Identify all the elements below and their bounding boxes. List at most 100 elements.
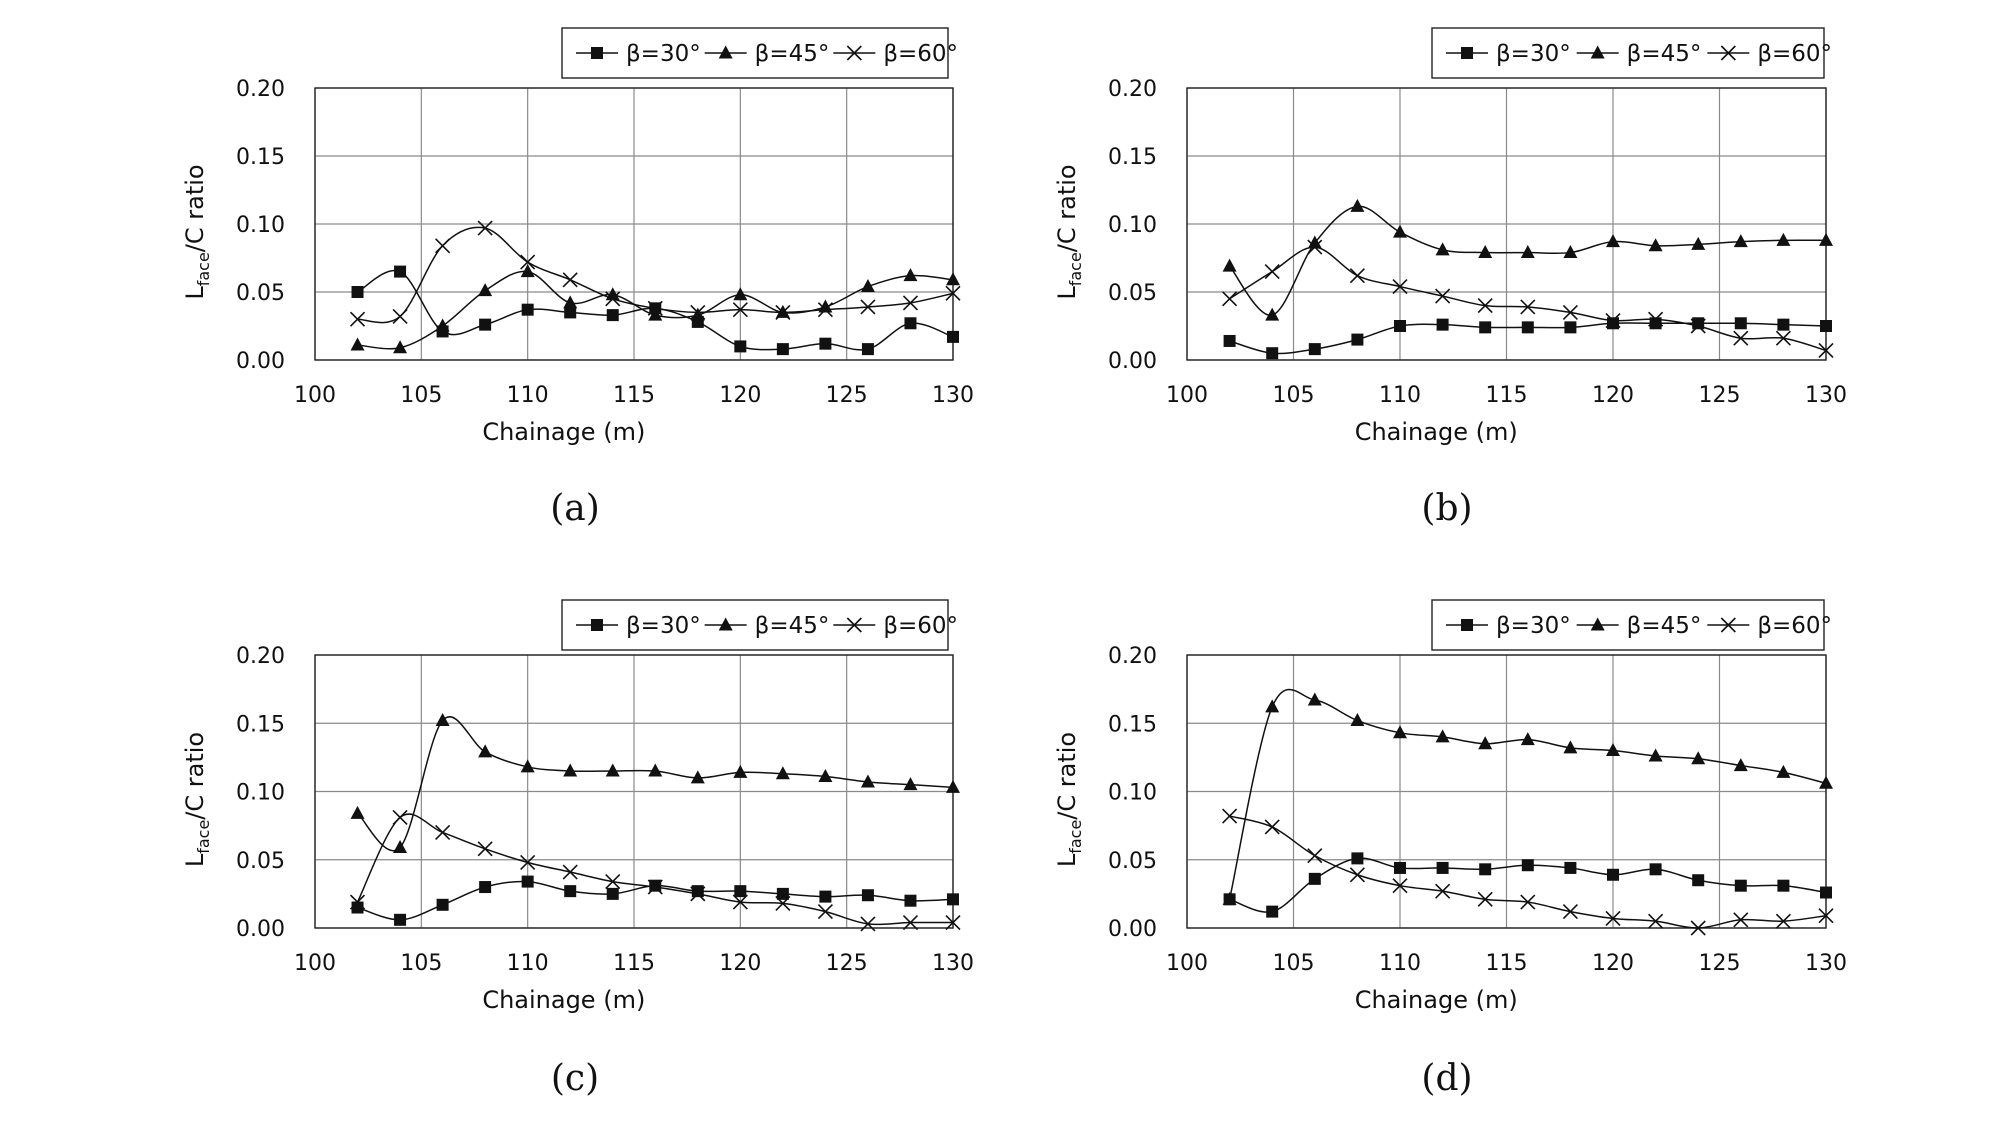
x-tick-label: 120 bbox=[1592, 383, 1634, 408]
legend-marker-square bbox=[591, 619, 603, 631]
data-point-square bbox=[1820, 886, 1832, 899]
legend-marker-square bbox=[1461, 47, 1473, 59]
legend-label: β=45° bbox=[1627, 41, 1702, 67]
data-point-triangle bbox=[1393, 725, 1407, 739]
chart-panel: 0.00 0.05 0.10 0.15 0.20 100 105 110 115 120 125 13… bbox=[1053, 599, 1847, 1099]
y-axis-label-subscript: face bbox=[1066, 252, 1085, 286]
data-point-triangle bbox=[775, 766, 790, 780]
data-point-cross bbox=[349, 311, 366, 327]
x-tick-label: 125 bbox=[826, 383, 868, 408]
legend-box bbox=[561, 599, 949, 651]
x-axis-label: Chainage (m) bbox=[1355, 418, 1518, 446]
data-point-cross bbox=[690, 304, 706, 320]
data-point-square bbox=[606, 887, 619, 900]
data-point-triangle bbox=[1478, 245, 1493, 259]
data-point-cross bbox=[520, 254, 536, 270]
data-point-triangle bbox=[1691, 236, 1706, 250]
data-point-cross bbox=[1264, 264, 1280, 280]
data-point-square bbox=[394, 913, 407, 926]
y-tick-label: 0.00 bbox=[236, 349, 285, 374]
data-point-triangle bbox=[1222, 258, 1237, 272]
data-point-triangle bbox=[1776, 764, 1791, 778]
legend: β=30° β=45° β=60° bbox=[561, 599, 958, 651]
data-point-square bbox=[1394, 861, 1406, 874]
data-point-square bbox=[564, 885, 577, 898]
data-point-triangle bbox=[818, 768, 833, 782]
x-tick-label: 100 bbox=[294, 951, 336, 976]
data-point-triangle bbox=[1307, 692, 1322, 706]
y-axis-label-rest: /C ratio bbox=[1053, 732, 1081, 820]
data-point-triangle bbox=[1819, 232, 1833, 246]
y-tick-label: 0.00 bbox=[236, 917, 285, 942]
data-point-cross bbox=[1435, 288, 1451, 304]
y-tick-label: 0.05 bbox=[236, 849, 285, 874]
plot-area-frame bbox=[1186, 654, 1827, 929]
x-tick-label: 120 bbox=[1592, 951, 1634, 976]
x-tick-label: 120 bbox=[719, 951, 761, 976]
data-point-cross bbox=[562, 272, 578, 288]
y-tick-label: 0.20 bbox=[1108, 644, 1157, 669]
legend-marker-square bbox=[591, 47, 603, 59]
y-tick-label: 0.20 bbox=[236, 77, 285, 102]
data-point-triangle bbox=[1563, 245, 1578, 259]
data-point-cross bbox=[1307, 239, 1323, 255]
data-point-triangle bbox=[1435, 242, 1450, 256]
data-point-triangle bbox=[1435, 729, 1450, 743]
data-point-cross bbox=[647, 300, 663, 316]
legend-box bbox=[1431, 599, 1825, 651]
y-axis-label: Lface/C ratio bbox=[1053, 164, 1085, 299]
data-point-cross bbox=[1818, 908, 1834, 924]
data-point-triangle bbox=[1648, 238, 1663, 252]
data-point-cross bbox=[1562, 304, 1578, 320]
data-point-square bbox=[819, 337, 832, 350]
data-point-triangle bbox=[690, 770, 705, 784]
x-tick-label: 115 bbox=[613, 951, 655, 976]
legend-box bbox=[561, 27, 949, 79]
data-point-triangle bbox=[1393, 224, 1407, 238]
y-tick-label: 0.20 bbox=[236, 644, 285, 669]
y-axis-label-rest: /C ratio bbox=[181, 732, 209, 820]
data-point-square bbox=[1777, 318, 1790, 331]
data-point-square bbox=[1521, 859, 1534, 872]
legend-box bbox=[1431, 27, 1825, 79]
data-point-square bbox=[1607, 868, 1619, 881]
y-tick-label: 0.00 bbox=[1108, 349, 1157, 374]
legend-label: β=45° bbox=[1627, 613, 1702, 639]
data-point-triangle bbox=[478, 744, 493, 758]
legend-marker-square bbox=[1461, 619, 1473, 631]
data-point-cross bbox=[520, 854, 536, 871]
data-point-cross bbox=[1222, 808, 1238, 824]
y-tick-label: 0.10 bbox=[1108, 213, 1157, 238]
data-point-cross bbox=[817, 904, 833, 920]
data-point-square bbox=[734, 885, 747, 898]
data-point-triangle bbox=[435, 713, 450, 727]
data-point-square bbox=[1308, 343, 1321, 356]
x-tick-label: 130 bbox=[932, 951, 974, 976]
data-point-square bbox=[861, 343, 874, 356]
data-point-triangle bbox=[563, 763, 578, 777]
data-point-square bbox=[351, 901, 364, 914]
data-point-triangle bbox=[1265, 307, 1280, 321]
y-axis-label-main: L bbox=[181, 853, 209, 867]
data-point-triangle bbox=[435, 318, 450, 332]
data-point-triangle bbox=[1733, 758, 1748, 772]
x-tick-label: 105 bbox=[400, 951, 442, 976]
y-axis-label-subscript: face bbox=[194, 820, 213, 854]
data-point-cross bbox=[1349, 867, 1365, 883]
legend-label: β=45° bbox=[755, 613, 830, 639]
data-point-square bbox=[947, 330, 959, 343]
data-point-cross bbox=[1648, 311, 1664, 327]
data-point-cross bbox=[647, 879, 663, 895]
data-point-square bbox=[479, 318, 492, 331]
y-axis-label-main: L bbox=[181, 286, 209, 300]
data-point-cross bbox=[1520, 894, 1536, 910]
data-point-triangle bbox=[690, 307, 705, 321]
data-point-cross bbox=[1307, 848, 1323, 864]
data-point-triangle bbox=[1520, 245, 1535, 259]
panel-caption: (a) bbox=[550, 488, 600, 529]
data-point-square bbox=[1266, 905, 1279, 918]
data-point-square bbox=[1436, 861, 1449, 874]
data-point-square bbox=[521, 875, 534, 888]
data-point-triangle bbox=[648, 763, 663, 777]
